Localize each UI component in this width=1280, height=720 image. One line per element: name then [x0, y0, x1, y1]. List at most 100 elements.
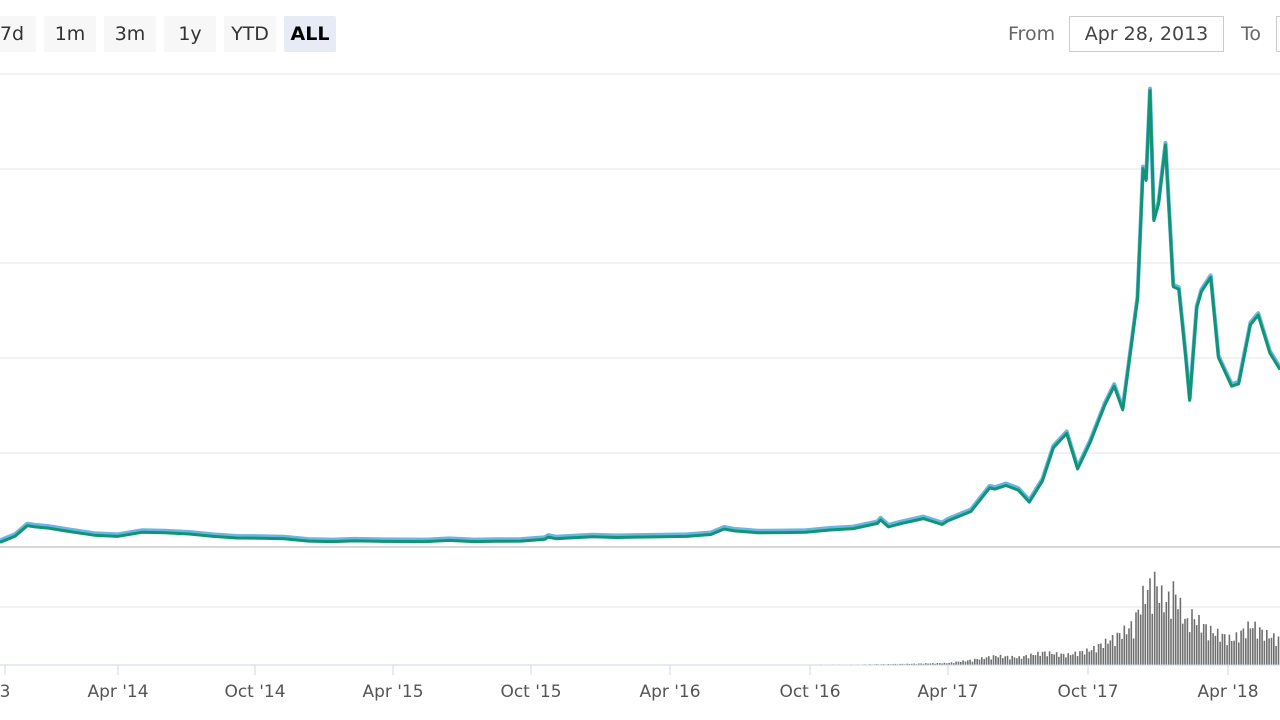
range-button-3m[interactable]: 3m — [104, 16, 156, 52]
from-date-input[interactable]: Apr 28, 2013 — [1069, 16, 1224, 52]
volume-bar — [1128, 628, 1130, 665]
volume-bar — [1221, 633, 1224, 665]
volume-bar — [981, 657, 983, 665]
volume-bar — [1067, 653, 1069, 665]
volume-bar — [1275, 646, 1277, 665]
volume-bar — [1041, 651, 1044, 665]
volume-bar — [999, 654, 1002, 665]
volume-bar — [1118, 633, 1121, 665]
volume-bar — [906, 663, 908, 665]
volume-bar — [1223, 634, 1226, 665]
volume-bar — [1198, 615, 1200, 665]
volume-bar — [1048, 651, 1051, 665]
x-axis: 3 Apr '14 Oct '14 Apr '15 Oct '15 Apr '16 Oct … — [0, 664, 1280, 702]
volume-bar — [1135, 612, 1137, 665]
volume-bar — [1238, 642, 1240, 665]
grid-lines — [0, 73, 1280, 608]
volume-bar — [1020, 658, 1023, 665]
volume-bar — [939, 663, 941, 665]
volume-bar — [1277, 636, 1280, 665]
volume-bar — [1111, 634, 1114, 665]
volume-bar — [1233, 640, 1235, 665]
range-button-1y[interactable]: 1y — [164, 16, 216, 52]
volume-bar — [934, 663, 936, 665]
volume-bar — [920, 663, 922, 665]
volume-bar — [1013, 657, 1016, 665]
volume-bar — [1172, 581, 1175, 665]
volume-bar — [1109, 640, 1112, 665]
volume-bar — [1249, 628, 1252, 665]
volume-bar — [1191, 609, 1193, 665]
volume-bar — [1137, 609, 1140, 665]
volume-bar — [1139, 614, 1142, 665]
volume-bar — [1156, 586, 1158, 665]
volume-bar — [988, 656, 990, 665]
volume-bar — [983, 659, 985, 665]
volume-bar — [971, 661, 974, 665]
volume-bar — [992, 655, 995, 665]
volume-bar — [1200, 632, 1203, 665]
volume-bar — [1130, 621, 1133, 665]
volume-bar — [1149, 578, 1151, 665]
range-button-7d[interactable]: 7d — [0, 16, 36, 52]
volume-bar — [974, 658, 976, 665]
x-tick-label: 3 — [0, 682, 10, 702]
volume-bar — [1095, 652, 1098, 665]
volume-bar — [1256, 638, 1259, 665]
volume-bar — [1011, 655, 1013, 665]
volume-bar — [1016, 658, 1018, 665]
volume-bar — [932, 663, 934, 665]
volume-bar — [1219, 641, 1221, 665]
volume-bar — [950, 662, 953, 665]
volume-bar — [962, 660, 964, 665]
x-tick-label: Apr '14 — [87, 682, 148, 702]
volume-bar — [1030, 653, 1032, 665]
volume-bar — [1207, 640, 1210, 665]
volume-bar — [1051, 654, 1053, 665]
volume-bar — [1053, 654, 1055, 665]
volume-bar — [976, 659, 978, 665]
range-button-all[interactable]: ALL — [284, 16, 336, 52]
volume-bar — [985, 657, 988, 665]
volume-bar — [1055, 652, 1058, 665]
volume-bar — [925, 663, 927, 665]
volume-bar — [1214, 635, 1217, 665]
volume-bar — [913, 663, 915, 665]
volume-bar — [899, 663, 901, 665]
volume-bar — [1069, 655, 1072, 665]
volume-bar — [1167, 591, 1170, 665]
volume-bar — [1160, 585, 1163, 665]
volume-bar — [1065, 657, 1067, 665]
x-tick-label: Oct '14 — [224, 682, 285, 702]
price-series — [0, 86, 1280, 544]
x-tick-label: Oct '15 — [500, 682, 561, 702]
range-button-1m[interactable]: 1m — [44, 16, 96, 52]
volume-bar — [953, 663, 955, 665]
range-button-ytd[interactable]: YTD — [224, 16, 276, 52]
volume-bar — [1100, 643, 1102, 665]
volume-bar — [943, 662, 946, 665]
volume-bar — [1044, 651, 1046, 665]
volume-bar — [1097, 644, 1100, 665]
volume-bar — [978, 659, 981, 665]
volume-bar — [1184, 618, 1186, 665]
volume-bar — [1142, 585, 1144, 665]
volume-bar — [1202, 624, 1205, 665]
volume-bar — [1034, 655, 1037, 665]
volume-bar — [1163, 612, 1165, 665]
volume-bar — [1230, 641, 1233, 665]
to-date-input[interactable] — [1276, 16, 1280, 52]
volume-bar — [1226, 645, 1228, 665]
volume-bar — [1114, 646, 1116, 665]
volume-bar — [1083, 654, 1086, 665]
volume-bar — [1146, 590, 1149, 665]
volume-bar — [1093, 645, 1095, 665]
volume-bar — [955, 661, 957, 665]
volume-bar — [1006, 655, 1009, 665]
volume-bar — [1018, 656, 1020, 665]
volume-bar — [910, 663, 913, 665]
volume-bar — [1144, 603, 1147, 665]
volume-bar — [929, 663, 932, 665]
volume-bar — [936, 663, 939, 665]
